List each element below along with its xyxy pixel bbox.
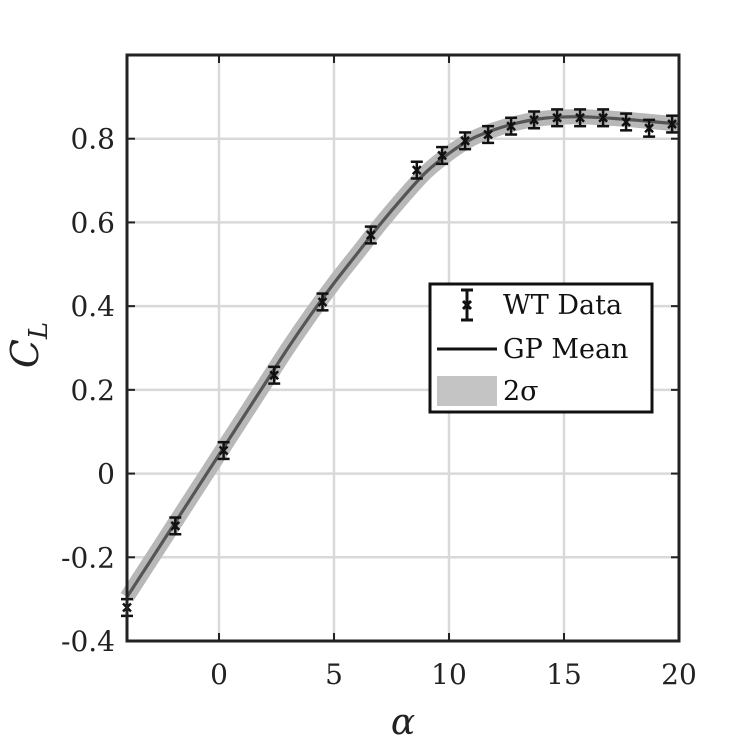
legend-label-gp-mean: GP Mean <box>503 334 628 365</box>
data-point <box>666 114 679 134</box>
data-point <box>643 118 656 138</box>
data-point <box>268 365 281 385</box>
x-marker-b <box>460 135 470 146</box>
data-point <box>364 225 377 245</box>
legend-label-wt-data: WT Data <box>503 290 622 321</box>
x-marker-b <box>644 123 654 134</box>
wt-data-points <box>121 108 679 618</box>
y-tick-label: 0.8 <box>70 123 115 156</box>
x-marker-b <box>506 121 516 132</box>
x-marker-b <box>437 150 447 161</box>
data-point <box>217 440 230 461</box>
y-tick-labels: -0.4 -0.2 0 0.2 0.4 0.6 0.8 <box>61 123 115 658</box>
x-axis-label: α <box>391 702 415 743</box>
x-marker-b <box>317 297 328 307</box>
y-tick-label: -0.2 <box>61 541 115 574</box>
y-axis-label: CL <box>3 322 54 368</box>
axis-ticks <box>127 55 680 642</box>
y-axis-label-subscript: L <box>24 322 54 340</box>
data-point <box>505 116 518 136</box>
x-marker-b <box>552 112 562 123</box>
x-tick-label: 10 <box>431 658 467 691</box>
x-marker-b <box>621 117 631 127</box>
x-marker-b <box>575 112 585 123</box>
y-tick-label: 0.4 <box>70 290 115 323</box>
data-point <box>574 108 587 128</box>
data-point <box>597 108 610 128</box>
data-point <box>459 131 472 151</box>
y-tick-label: 0.2 <box>70 374 115 407</box>
data-point <box>436 145 449 166</box>
x-tick-label: 15 <box>546 658 582 691</box>
legend: WT Data GP Mean 2σ <box>428 282 654 414</box>
x-marker-b <box>269 370 280 381</box>
x-tick-label: 5 <box>325 658 343 691</box>
data-point <box>169 516 182 536</box>
y-tick-label: 0 <box>97 458 115 491</box>
legend-marker-band <box>437 376 497 406</box>
x-marker-b <box>483 129 493 140</box>
x-marker-b <box>170 521 181 531</box>
y-axis-label-main: C <box>3 339 47 368</box>
legend-marker-wt-data <box>461 288 473 322</box>
x-tick-label: 20 <box>661 658 697 691</box>
svg-text:CL: CL <box>3 322 54 368</box>
data-point <box>482 124 495 145</box>
y-tick-label: 0.6 <box>70 206 115 239</box>
x-marker-b <box>529 114 539 125</box>
data-point <box>551 108 564 128</box>
data-point <box>410 160 423 180</box>
x-marker-b <box>411 165 422 175</box>
x-marker-b <box>365 230 376 240</box>
data-point <box>316 292 329 312</box>
x-marker-b <box>667 119 677 129</box>
gp-mean-line <box>125 115 680 598</box>
data-point <box>528 110 541 130</box>
x-marker-b <box>598 112 608 123</box>
plot-frame <box>125 53 681 643</box>
y-tick-label: -0.4 <box>61 625 115 658</box>
x-tick-labels: 0 5 10 15 20 <box>210 658 697 691</box>
mean-curve <box>125 115 680 598</box>
x-marker-b <box>218 445 229 456</box>
legend-label-band: 2σ <box>503 376 539 407</box>
x-tick-label: 0 <box>210 658 228 691</box>
data-point <box>620 112 633 132</box>
